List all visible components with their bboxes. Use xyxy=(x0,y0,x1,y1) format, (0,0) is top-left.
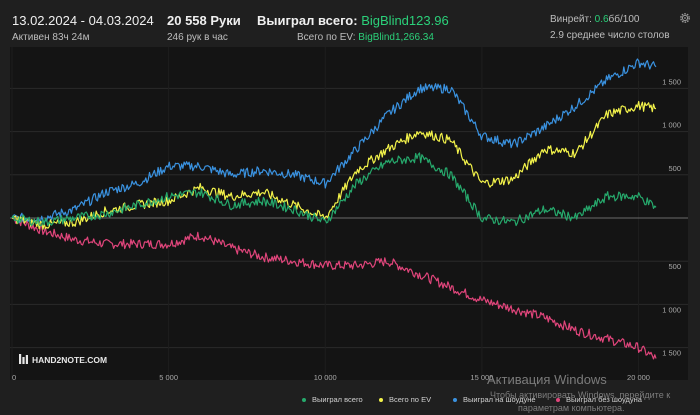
y-tick-label: 1 000 xyxy=(662,121,681,130)
active-time: Активен 83ч 24м xyxy=(12,32,90,43)
x-tick-label: 10 000 xyxy=(314,373,337,382)
date-range[interactable]: 13.02.2024 - 04.03.2024 xyxy=(12,13,154,28)
windows-activation-line2: параметрам компьютера. xyxy=(518,403,625,413)
gear-icon[interactable] xyxy=(679,11,691,23)
hands-count: 20 558 Руки xyxy=(167,13,241,28)
legend-item-won[interactable]: Выиграл всего xyxy=(302,395,363,404)
series-line-nonshowdown xyxy=(11,217,657,360)
legend-item-ev[interactable]: Всего по EV xyxy=(379,395,431,404)
legend-dot-ev xyxy=(379,398,383,403)
series-line-showdown xyxy=(11,58,657,223)
x-tick-label: 20 000 xyxy=(627,373,650,382)
windows-activation-title: Активация Windows xyxy=(487,372,607,387)
x-tick-label: 5 000 xyxy=(159,373,178,382)
ev-total-label: Всего по EV: xyxy=(297,32,356,43)
y-tick-label: 1 000 xyxy=(662,305,681,314)
won-total-value: BigBlind123.96 xyxy=(361,13,449,28)
windows-activation-line1: Чтобы активировать Windows, перейдите к xyxy=(490,390,671,400)
stats-header: 13.02.2024 - 04.03.2024 Активен 83ч 24м … xyxy=(0,0,700,48)
legend-item-showdown[interactable]: Выиграл на шоудуне xyxy=(453,395,536,404)
legend-label-nonshowdown: Выиграл без шоудуна xyxy=(566,395,642,404)
y-tick-label: 1 500 xyxy=(662,77,681,86)
series-line-won xyxy=(11,152,657,227)
ev-total-value: BigBlind1,266.34 xyxy=(358,32,434,43)
legend-dot-showdown xyxy=(453,398,457,403)
logo-text: HAND2NOTE.COM xyxy=(32,355,107,365)
ev-total: Всего по EV: BigBlind1,266.34 xyxy=(297,32,434,43)
legend-label-won: Выиграл всего xyxy=(312,395,363,404)
y-tick-label: 1 500 xyxy=(662,349,681,358)
winrate-value: 0.6 xyxy=(594,14,609,25)
legend-label-ev: Всего по EV xyxy=(389,395,432,404)
winrate-unit: бб/100 xyxy=(608,14,640,25)
won-total-label: Выиграл всего: xyxy=(257,13,358,28)
legend-dot-nonshowdown xyxy=(556,398,560,403)
avg-tables: 2.9 среднее число столов xyxy=(550,30,670,41)
winrate-label: Винрейт: xyxy=(550,14,592,25)
series-line-ev xyxy=(11,100,657,230)
won-total: Выиграл всего: BigBlind123.96 xyxy=(257,13,449,28)
hands-per-hour: 246 рук в час xyxy=(167,32,228,43)
x-tick-label: 0 xyxy=(12,373,16,382)
x-tick-label: 15 000 xyxy=(470,373,493,382)
winrate: Винрейт: 0.6бб/100 xyxy=(550,14,639,25)
legend-item-nonshowdown[interactable]: Выиграл без шоудуна xyxy=(556,395,642,404)
legend-dot-won xyxy=(302,398,306,403)
y-tick-label: 500 xyxy=(668,262,681,271)
legend-label-showdown: Выиграл на шоудуне xyxy=(463,395,536,404)
hand2note-logo: HAND2NOTE.COM xyxy=(19,352,114,371)
y-tick-label: 500 xyxy=(668,164,681,173)
